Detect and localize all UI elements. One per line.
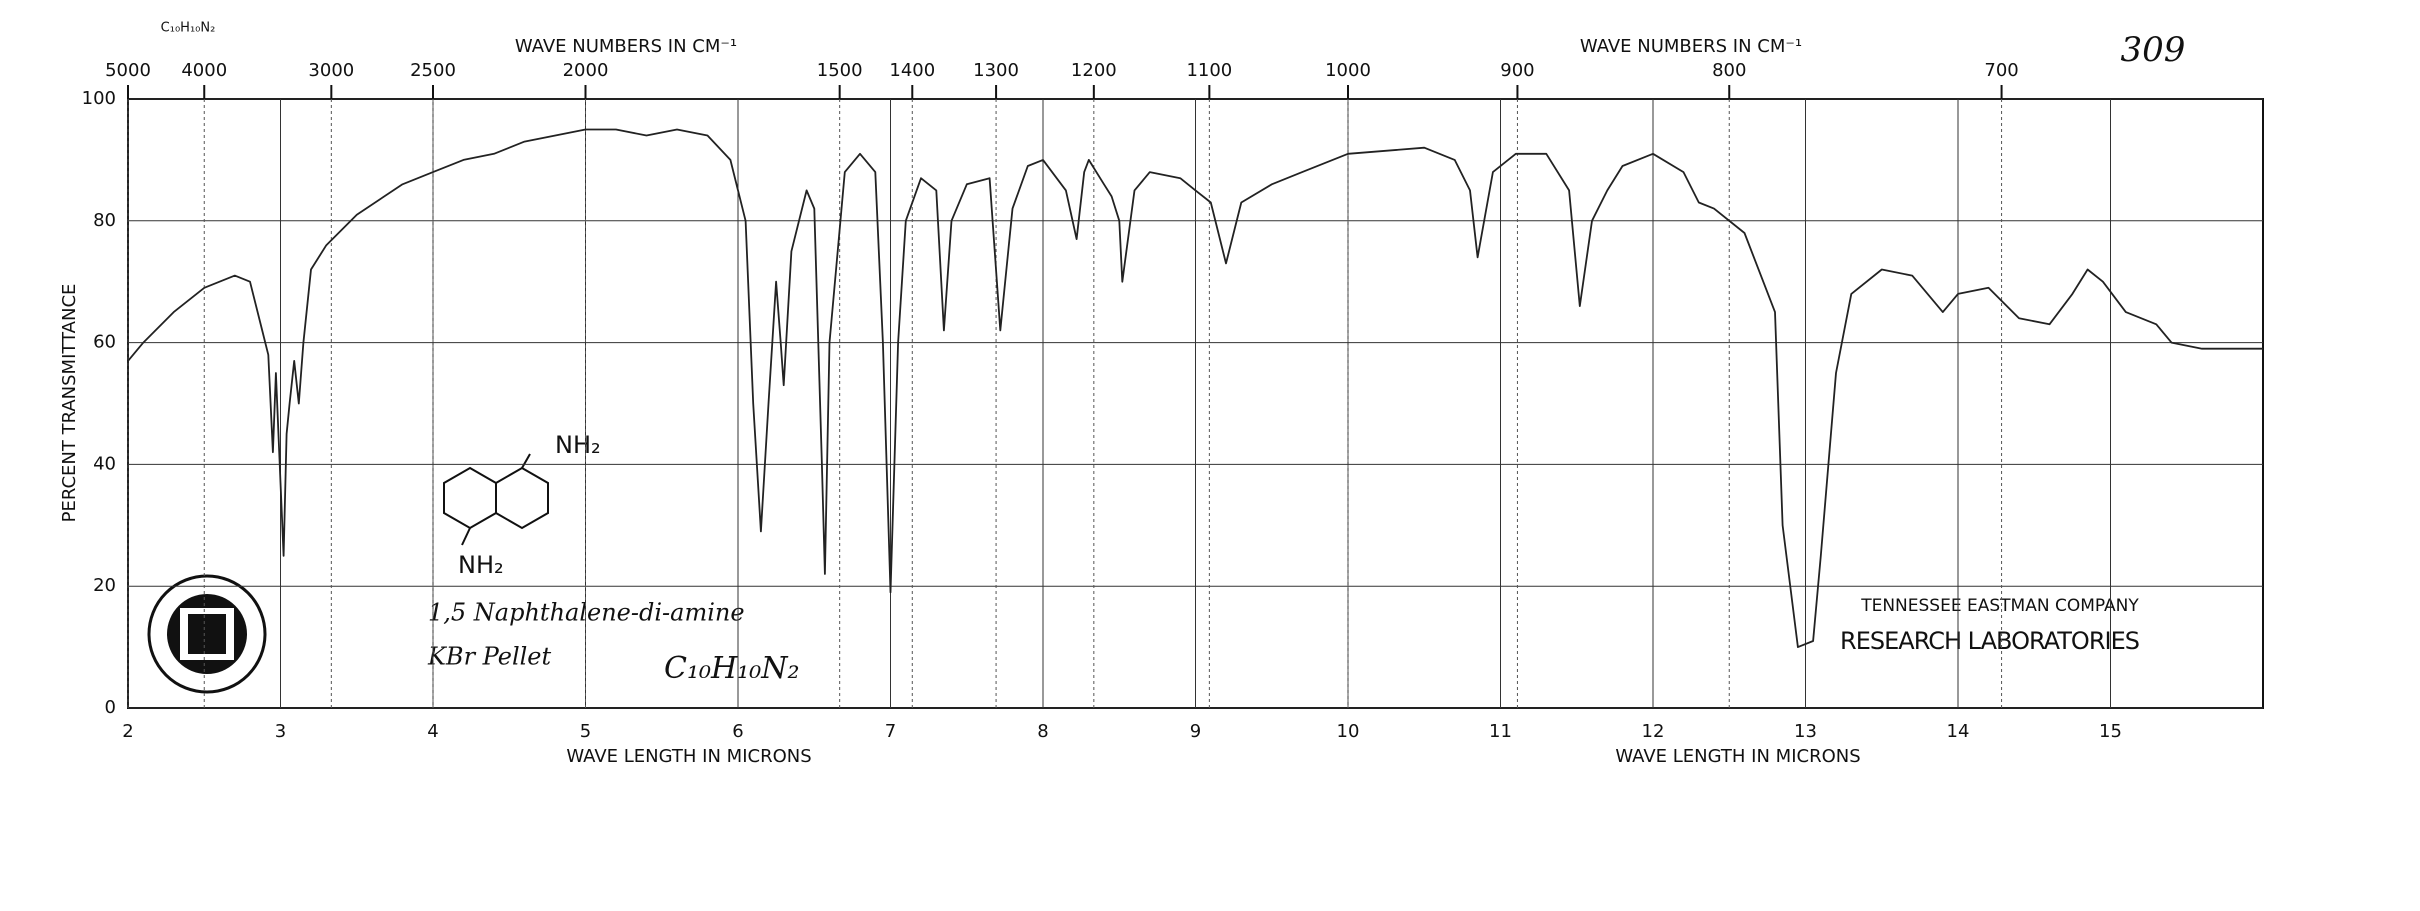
sample-prep: KBr Pellet <box>427 643 551 671</box>
y-axis-label: PERCENT TRANSMITTANCE <box>59 284 80 523</box>
x2-tick-label: 2500 <box>410 60 456 81</box>
x-tick-label: 6 <box>732 721 743 742</box>
molecule <box>443 453 549 546</box>
x-tick-label: 9 <box>1190 721 1201 742</box>
x-tick-label: 12 <box>1642 721 1665 742</box>
x2-tick-label: 1200 <box>1071 60 1117 81</box>
x-tick-label: 4 <box>427 721 438 742</box>
x-tick-label: 7 <box>885 721 896 742</box>
top-axis-label: WAVE NUMBERS IN CM⁻¹ <box>1580 36 1802 57</box>
x2-tick-label: 1100 <box>1186 60 1232 81</box>
x2-tick-label: 900 <box>1500 60 1534 81</box>
x2-tick-label: 1300 <box>973 60 1019 81</box>
x-tick-label: 5 <box>580 721 591 742</box>
substituent: NH₂ <box>458 551 504 579</box>
substituent: NH₂ <box>555 431 601 459</box>
x2-tick-label: 3000 <box>308 60 354 81</box>
x-tick-label: 2 <box>122 721 133 742</box>
x-tick-label: 8 <box>1037 721 1048 742</box>
logo <box>147 574 267 694</box>
y-tick-label: 60 <box>93 332 116 353</box>
x-tick-label: 15 <box>2099 721 2122 742</box>
y-tick-label: 100 <box>82 88 116 109</box>
x2-tick-label: 1400 <box>889 60 935 81</box>
compound-name: 1,5 Naphthalene-di-amine <box>428 599 745 627</box>
spectrum-line <box>127 128 2263 648</box>
x2-tick-label: 1000 <box>1325 60 1371 81</box>
lab: RESEARCH LABORATORIES <box>1840 627 2140 655</box>
formula: C₁₀H₁₀N₂ <box>664 651 800 686</box>
formula-small: C₁₀H₁₀N₂ <box>161 21 216 36</box>
x-tick-label: 14 <box>1947 721 1970 742</box>
x-axis-label: WAVE LENGTH IN MICRONS <box>566 746 811 767</box>
top-axis-label: WAVE NUMBERS IN CM⁻¹ <box>515 36 737 57</box>
x2-tick-label: 2000 <box>563 60 609 81</box>
x2-tick-label: 4000 <box>181 60 227 81</box>
page-number: 309 <box>2121 30 2186 70</box>
x2-tick-label: 700 <box>1984 60 2018 81</box>
y-tick-label: 40 <box>93 453 116 474</box>
company: TENNESSEE EASTMAN COMPANY <box>1860 596 2139 616</box>
x2-tick-label: 1500 <box>817 60 863 81</box>
x-tick-label: 10 <box>1337 721 1360 742</box>
x-axis-label: WAVE LENGTH IN MICRONS <box>1615 746 1860 767</box>
x-tick-label: 3 <box>275 721 286 742</box>
x-tick-label: 13 <box>1794 721 1817 742</box>
x2-tick-label: 800 <box>1712 60 1746 81</box>
y-tick-label: 0 <box>105 697 116 718</box>
x2-tick-label: 5000 <box>105 60 151 81</box>
y-tick-label: 80 <box>93 210 116 231</box>
y-tick-label: 20 <box>93 575 116 596</box>
x-tick-label: 11 <box>1489 721 1512 742</box>
